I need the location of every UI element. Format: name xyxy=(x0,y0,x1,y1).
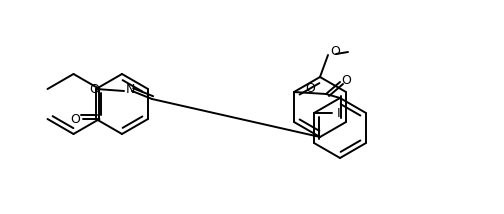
Text: O: O xyxy=(90,83,99,95)
Text: N: N xyxy=(126,83,136,95)
Text: O: O xyxy=(305,82,315,95)
Text: O: O xyxy=(341,73,351,86)
Text: O: O xyxy=(71,113,81,125)
Text: O: O xyxy=(330,45,340,58)
Text: I: I xyxy=(337,107,341,119)
